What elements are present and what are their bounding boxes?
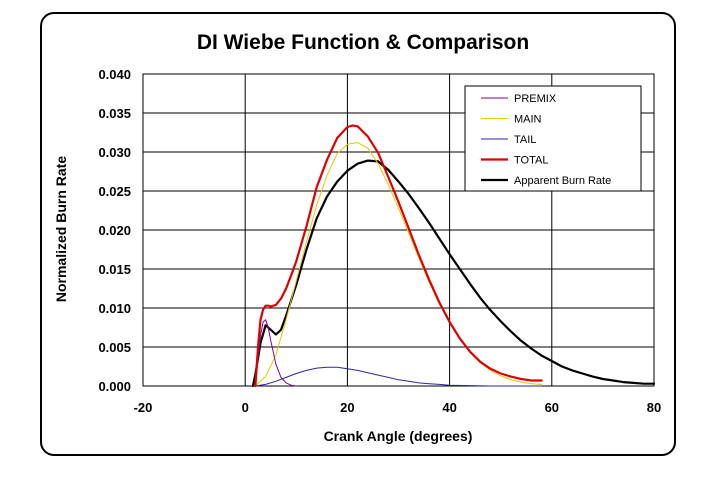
series-line-premix: [254, 319, 297, 387]
x-tick-label: -20: [134, 400, 153, 415]
x-tick-label: 60: [545, 400, 559, 415]
y-tick-label: 0.000: [98, 379, 131, 394]
legend: PREMIX MAIN TAIL TOTAL Apparent Burn Rate: [464, 85, 642, 192]
y-tick-label: 0.035: [98, 106, 131, 121]
series-line-apparent-burn-rate: [251, 159, 656, 388]
x-tick-label: 80: [647, 400, 661, 415]
y-axis-label: Normalized Burn Rate: [53, 156, 69, 302]
legend-label-total: TOTAL: [514, 155, 548, 167]
axis-ticks: -20 0 20 40 60 80 0.000 0.005 0.010 0.015 0.020 0.0…: [98, 67, 661, 415]
legend-label-apparent-burn-rate: Apparent Burn Rate: [514, 175, 611, 187]
legend-label-premix: PREMIX: [514, 93, 557, 105]
legend-label-tail: TAIL: [514, 134, 536, 146]
y-tick-label: 0.020: [98, 223, 131, 238]
legend-label-main: MAIN: [514, 114, 542, 126]
plot-area: [142, 73, 655, 387]
y-tick-label: 0.030: [98, 145, 131, 160]
y-tick-label: 0.010: [98, 301, 131, 316]
chart-title: DI Wiebe Function & Comparison: [197, 31, 529, 54]
series-line-main: [254, 142, 543, 387]
series-line-total: [254, 124, 543, 388]
y-tick-label: 0.015: [98, 262, 131, 277]
series-lines: [251, 124, 656, 388]
x-tick-label: 0: [242, 400, 249, 415]
y-tick-label: 0.040: [98, 67, 131, 82]
y-tick-label: 0.025: [98, 184, 131, 199]
x-tick-label: 40: [442, 400, 456, 415]
x-axis-label: Crank Angle (degrees): [324, 428, 473, 444]
x-tick-label: 20: [340, 400, 354, 415]
series-line-tail: [254, 366, 543, 387]
y-tick-label: 0.005: [98, 340, 131, 355]
